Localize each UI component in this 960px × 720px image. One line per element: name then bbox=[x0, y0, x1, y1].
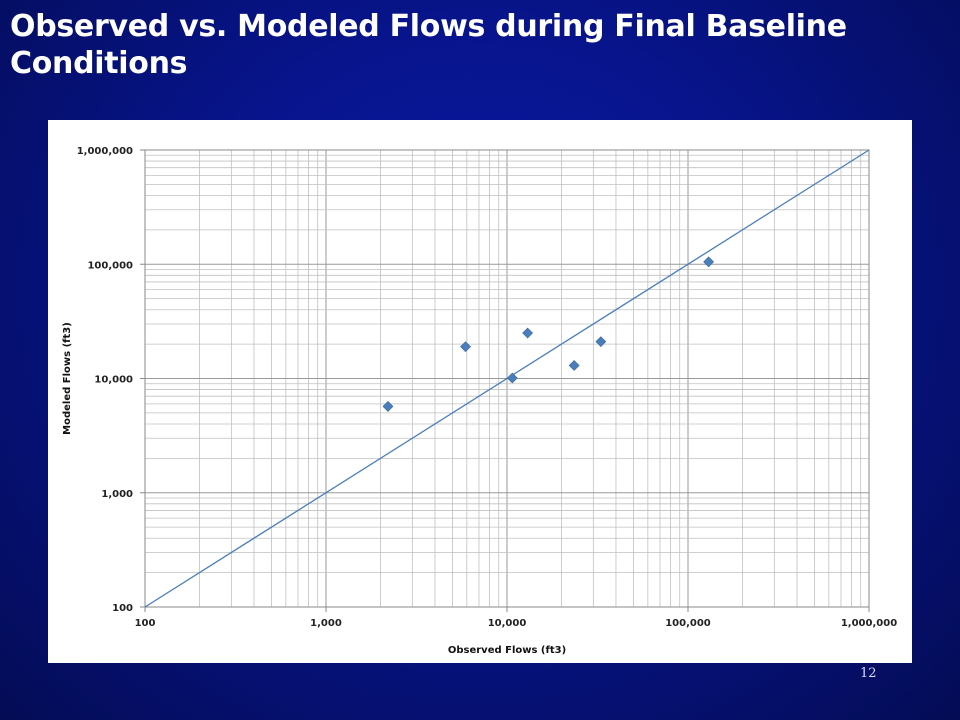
x-axis-title: Observed Flows (ft3) bbox=[448, 645, 566, 656]
x-tick-label: 100 bbox=[135, 618, 156, 629]
x-tick-label: 10,000 bbox=[488, 618, 527, 629]
y-tick-label: 10,000 bbox=[94, 375, 133, 386]
data-point bbox=[595, 336, 607, 348]
data-point bbox=[506, 372, 518, 384]
gridlines bbox=[144, 150, 869, 608]
data-points bbox=[382, 256, 715, 412]
scatter-chart: 100 1,000 10,000 100,000 1,000,000 100 1,000 10… bbox=[62, 146, 898, 656]
data-point bbox=[522, 327, 534, 339]
y-axis-title: Modeled Flows (ft3) bbox=[62, 322, 73, 435]
slide-title: Observed vs. Modeled Flows during Final … bbox=[10, 9, 847, 81]
data-point bbox=[568, 360, 580, 371]
x-tick-label: 100,000 bbox=[665, 618, 711, 629]
reference-line-layer bbox=[144, 149, 870, 608]
y-tick-label: 100,000 bbox=[87, 260, 133, 271]
slide-number: 12 bbox=[860, 666, 877, 681]
data-point bbox=[460, 341, 471, 353]
chart-panel: 100 1,000 10,000 100,000 1,000,000 100 1,000 10… bbox=[48, 120, 912, 663]
x-tick-label: 1,000,000 bbox=[841, 618, 897, 629]
data-point bbox=[382, 400, 394, 412]
y-tick-label: 1,000,000 bbox=[77, 146, 133, 157]
x-tick-label: 1,000 bbox=[310, 618, 342, 629]
one-to-one-line bbox=[144, 149, 870, 608]
tick-labels: 100 1,000 10,000 100,000 1,000,000 100 1,000 10… bbox=[77, 146, 898, 629]
y-tick-label: 100 bbox=[112, 603, 133, 614]
data-point bbox=[703, 256, 715, 268]
y-tick-label: 1,000 bbox=[101, 489, 133, 500]
axes bbox=[140, 149, 870, 612]
